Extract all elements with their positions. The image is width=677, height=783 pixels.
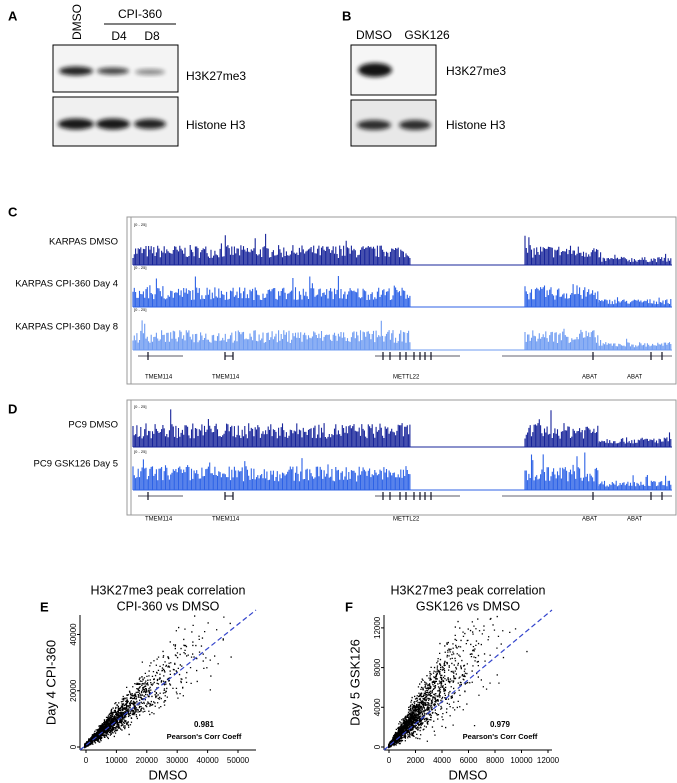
y-tick-label: 8000 bbox=[373, 658, 382, 676]
plot-title: GSK126 vs DMSO bbox=[416, 599, 520, 613]
y-tick-label: 0 bbox=[373, 744, 382, 749]
y-axis-label: Day 4 CPI-360 bbox=[43, 640, 58, 725]
blot-band bbox=[59, 66, 93, 76]
gene-label: TMEM114 bbox=[212, 375, 240, 381]
x-tick-label: 12000 bbox=[537, 756, 560, 765]
lane-label: D8 bbox=[144, 29, 160, 43]
coef-value: 0.979 bbox=[490, 720, 511, 729]
gene-label: METTL22 bbox=[393, 517, 420, 523]
panel-label: B bbox=[342, 8, 351, 23]
x-tick-label: 10000 bbox=[510, 756, 533, 765]
track-signal bbox=[132, 233, 672, 265]
panel-label: F bbox=[345, 599, 353, 614]
x-tick-label: 20000 bbox=[136, 756, 159, 765]
plot-title: H3K27me3 peak correlation bbox=[391, 583, 546, 597]
blot-band bbox=[97, 67, 129, 75]
x-tick-label: 0 bbox=[387, 756, 392, 765]
y-tick-label: 40000 bbox=[69, 623, 78, 646]
y-axis-label: Day 5 GSK126 bbox=[347, 639, 362, 726]
blot-band bbox=[134, 119, 166, 129]
blot-band bbox=[399, 120, 431, 130]
gene-label: TMEM114 bbox=[212, 517, 240, 523]
gene-label: ABAT bbox=[582, 517, 598, 523]
blot-band bbox=[58, 118, 94, 130]
coef-label: Pearson's Corr Coeff bbox=[463, 732, 538, 741]
track-label: KARPAS CPI-360 Day 8 bbox=[15, 322, 118, 333]
diagonal bbox=[383, 609, 553, 751]
panel-label: E bbox=[40, 599, 49, 614]
track-range: [0 - 25] bbox=[134, 265, 146, 270]
y-tick-label: 12000 bbox=[373, 616, 382, 639]
track-signal bbox=[132, 276, 672, 307]
gene-label: ABAT bbox=[627, 375, 643, 381]
track-range: [0 - 25] bbox=[134, 449, 146, 454]
x-tick-label: 6000 bbox=[460, 756, 478, 765]
group-label: CPI-360 bbox=[118, 7, 162, 21]
scatter-dots bbox=[84, 615, 232, 749]
gene-label: TMEM114 bbox=[145, 517, 173, 523]
panel-label: C bbox=[8, 204, 18, 219]
blot-label: Histone H3 bbox=[446, 118, 506, 132]
track-signal bbox=[132, 320, 672, 350]
track-range: [0 - 25] bbox=[134, 404, 146, 409]
x-tick-label: 0 bbox=[84, 756, 89, 765]
track-label: KARPAS CPI-360 Day 4 bbox=[15, 279, 118, 290]
x-tick-label: 10000 bbox=[105, 756, 128, 765]
y-tick-label: 20000 bbox=[69, 679, 78, 702]
x-tick-label: 40000 bbox=[196, 756, 219, 765]
gene-label: METTL22 bbox=[393, 375, 420, 381]
y-tick-label: 4000 bbox=[373, 698, 382, 716]
lane-label: DMSO bbox=[356, 28, 392, 42]
track-label: PC9 GSK126 Day 5 bbox=[34, 459, 119, 470]
scatter-dots bbox=[388, 615, 528, 749]
blot-label: H3K27me3 bbox=[186, 69, 246, 83]
panel-label: A bbox=[8, 8, 18, 23]
lane-label: GSK126 bbox=[404, 28, 450, 42]
panel-label: D bbox=[8, 401, 17, 416]
x-tick-label: 30000 bbox=[166, 756, 189, 765]
blot-band bbox=[358, 63, 392, 77]
lane-label: D4 bbox=[111, 29, 127, 43]
coef-value: 0.981 bbox=[194, 720, 215, 729]
x-axis-label: DMSO bbox=[149, 767, 188, 782]
y-tick-label: 0 bbox=[69, 744, 78, 749]
track-frame bbox=[126, 399, 677, 516]
track-signal bbox=[132, 409, 672, 447]
blot-band bbox=[96, 118, 130, 130]
gene-label: TMEM114 bbox=[145, 375, 173, 381]
x-tick-label: 50000 bbox=[227, 756, 250, 765]
plot-title: CPI-360 vs DMSO bbox=[117, 599, 220, 613]
gene-label: ABAT bbox=[582, 375, 598, 381]
track-range: [0 - 25] bbox=[134, 307, 146, 312]
track-label: KARPAS DMSO bbox=[49, 237, 118, 248]
blot-band bbox=[135, 69, 165, 75]
track-range: [0 - 25] bbox=[134, 222, 146, 227]
x-axis-label: DMSO bbox=[449, 767, 488, 782]
diagonal bbox=[79, 609, 257, 751]
track-label: PC9 DMSO bbox=[68, 420, 118, 431]
coef-label: Pearson's Corr Coeff bbox=[167, 732, 242, 741]
track-signal bbox=[132, 452, 672, 490]
plot-title: H3K27me3 peak correlation bbox=[91, 583, 246, 597]
x-tick-label: 4000 bbox=[433, 756, 451, 765]
x-tick-label: 8000 bbox=[486, 756, 504, 765]
gene-label: ABAT bbox=[627, 517, 643, 523]
blot-band bbox=[357, 120, 391, 130]
x-tick-label: 2000 bbox=[407, 756, 425, 765]
lane-label: DMSO bbox=[70, 4, 84, 40]
blot-label: H3K27me3 bbox=[446, 64, 506, 78]
blot-label: Histone H3 bbox=[186, 118, 246, 132]
